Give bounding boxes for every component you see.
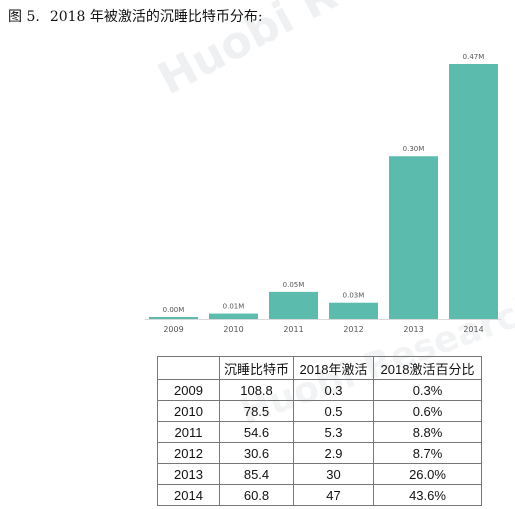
table-header-cell [157, 356, 220, 380]
table-cell: 54.6 [218, 421, 295, 443]
table-row: 2014 60.8 47 43.6% [157, 484, 483, 506]
table-cell: 85.4 [218, 463, 295, 485]
table-cell: 47 [293, 484, 375, 506]
table-cell: 0.3 [293, 379, 375, 401]
table-cell: 30.6 [218, 442, 295, 464]
data-table: 沉睡比特币 2018年激活 2018激活百分比 2009 108.8 0.3 0.3% 20… [157, 356, 483, 506]
table-cell: 2.9 [293, 442, 375, 464]
figure-title-text: 2018 年被激活的沉睡比特币分布: [49, 9, 263, 25]
x-tick-label-2011: 2011 [283, 325, 303, 334]
table-cell: 2009 [157, 379, 220, 401]
table-cell: 30 [293, 463, 375, 485]
bar-2013 [389, 156, 438, 319]
x-tick-label-2013: 2013 [403, 325, 423, 334]
bar-2011 [269, 291, 318, 319]
table-row: 2009 108.8 0.3 0.3% [157, 379, 483, 401]
table-body: 2009 108.8 0.3 0.3% 2010 78.5 0.5 0.6% 2011 54.6 5… [157, 379, 483, 506]
bar-2014 [449, 64, 498, 319]
x-tick-label-2009: 2009 [163, 325, 183, 334]
figure-title: 图 5. 2018 年被激活的沉睡比特币分布: [8, 6, 263, 26]
table-cell: 78.5 [218, 400, 295, 422]
table-cell: 2012 [157, 442, 220, 464]
x-tick-label-2012: 2012 [343, 325, 363, 334]
table-cell: 2013 [157, 463, 220, 485]
table-cell: 0.6% [373, 400, 483, 422]
table-header-cell: 2018年激活 [293, 356, 375, 380]
table-cell: 2010 [157, 400, 220, 422]
table-row: 2010 78.5 0.5 0.6% [157, 400, 483, 422]
bar-chart: 0.00M 2009 0.01M 2010 0.05M 2011 0.03M 2012 0.30… [145, 53, 501, 334]
table-cell: 8.7% [373, 442, 483, 464]
table-cell: 8.8% [373, 421, 483, 443]
x-tick-label-2014: 2014 [463, 325, 483, 334]
data-label-2011: 0.05M [283, 281, 305, 289]
table-header-cell: 2018激活百分比 [373, 356, 483, 380]
table-cell: 0.5 [293, 400, 375, 422]
data-label-2010: 0.01M [223, 303, 245, 311]
bar-2012 [329, 302, 378, 319]
table-header-row: 沉睡比特币 2018年激活 2018激活百分比 [157, 356, 483, 380]
table-cell: 26.0% [373, 463, 483, 485]
bar-2009 [149, 317, 198, 319]
figure-number: 图 5. [8, 9, 40, 25]
x-tick-label-2010: 2010 [223, 325, 243, 334]
table-cell: 2011 [157, 421, 220, 443]
bar-2010 [209, 313, 258, 319]
table-cell: 0.3% [373, 379, 483, 401]
data-label-2014: 0.47M [463, 53, 485, 61]
table-cell: 5.3 [293, 421, 375, 443]
table-cell: 60.8 [218, 484, 295, 506]
data-label-2009: 0.00M [163, 306, 185, 314]
table-row: 2012 30.6 2.9 8.7% [157, 442, 483, 464]
table-cell: 108.8 [218, 379, 295, 401]
table-header-cell: 沉睡比特币 [218, 356, 295, 380]
table-cell: 43.6% [373, 484, 483, 506]
data-label-2013: 0.30M [403, 145, 425, 153]
table-row: 2013 85.4 30 26.0% [157, 463, 483, 485]
table-row: 2011 54.6 5.3 8.8% [157, 421, 483, 443]
data-label-2012: 0.03M [343, 292, 365, 300]
table-cell: 2014 [157, 484, 220, 506]
